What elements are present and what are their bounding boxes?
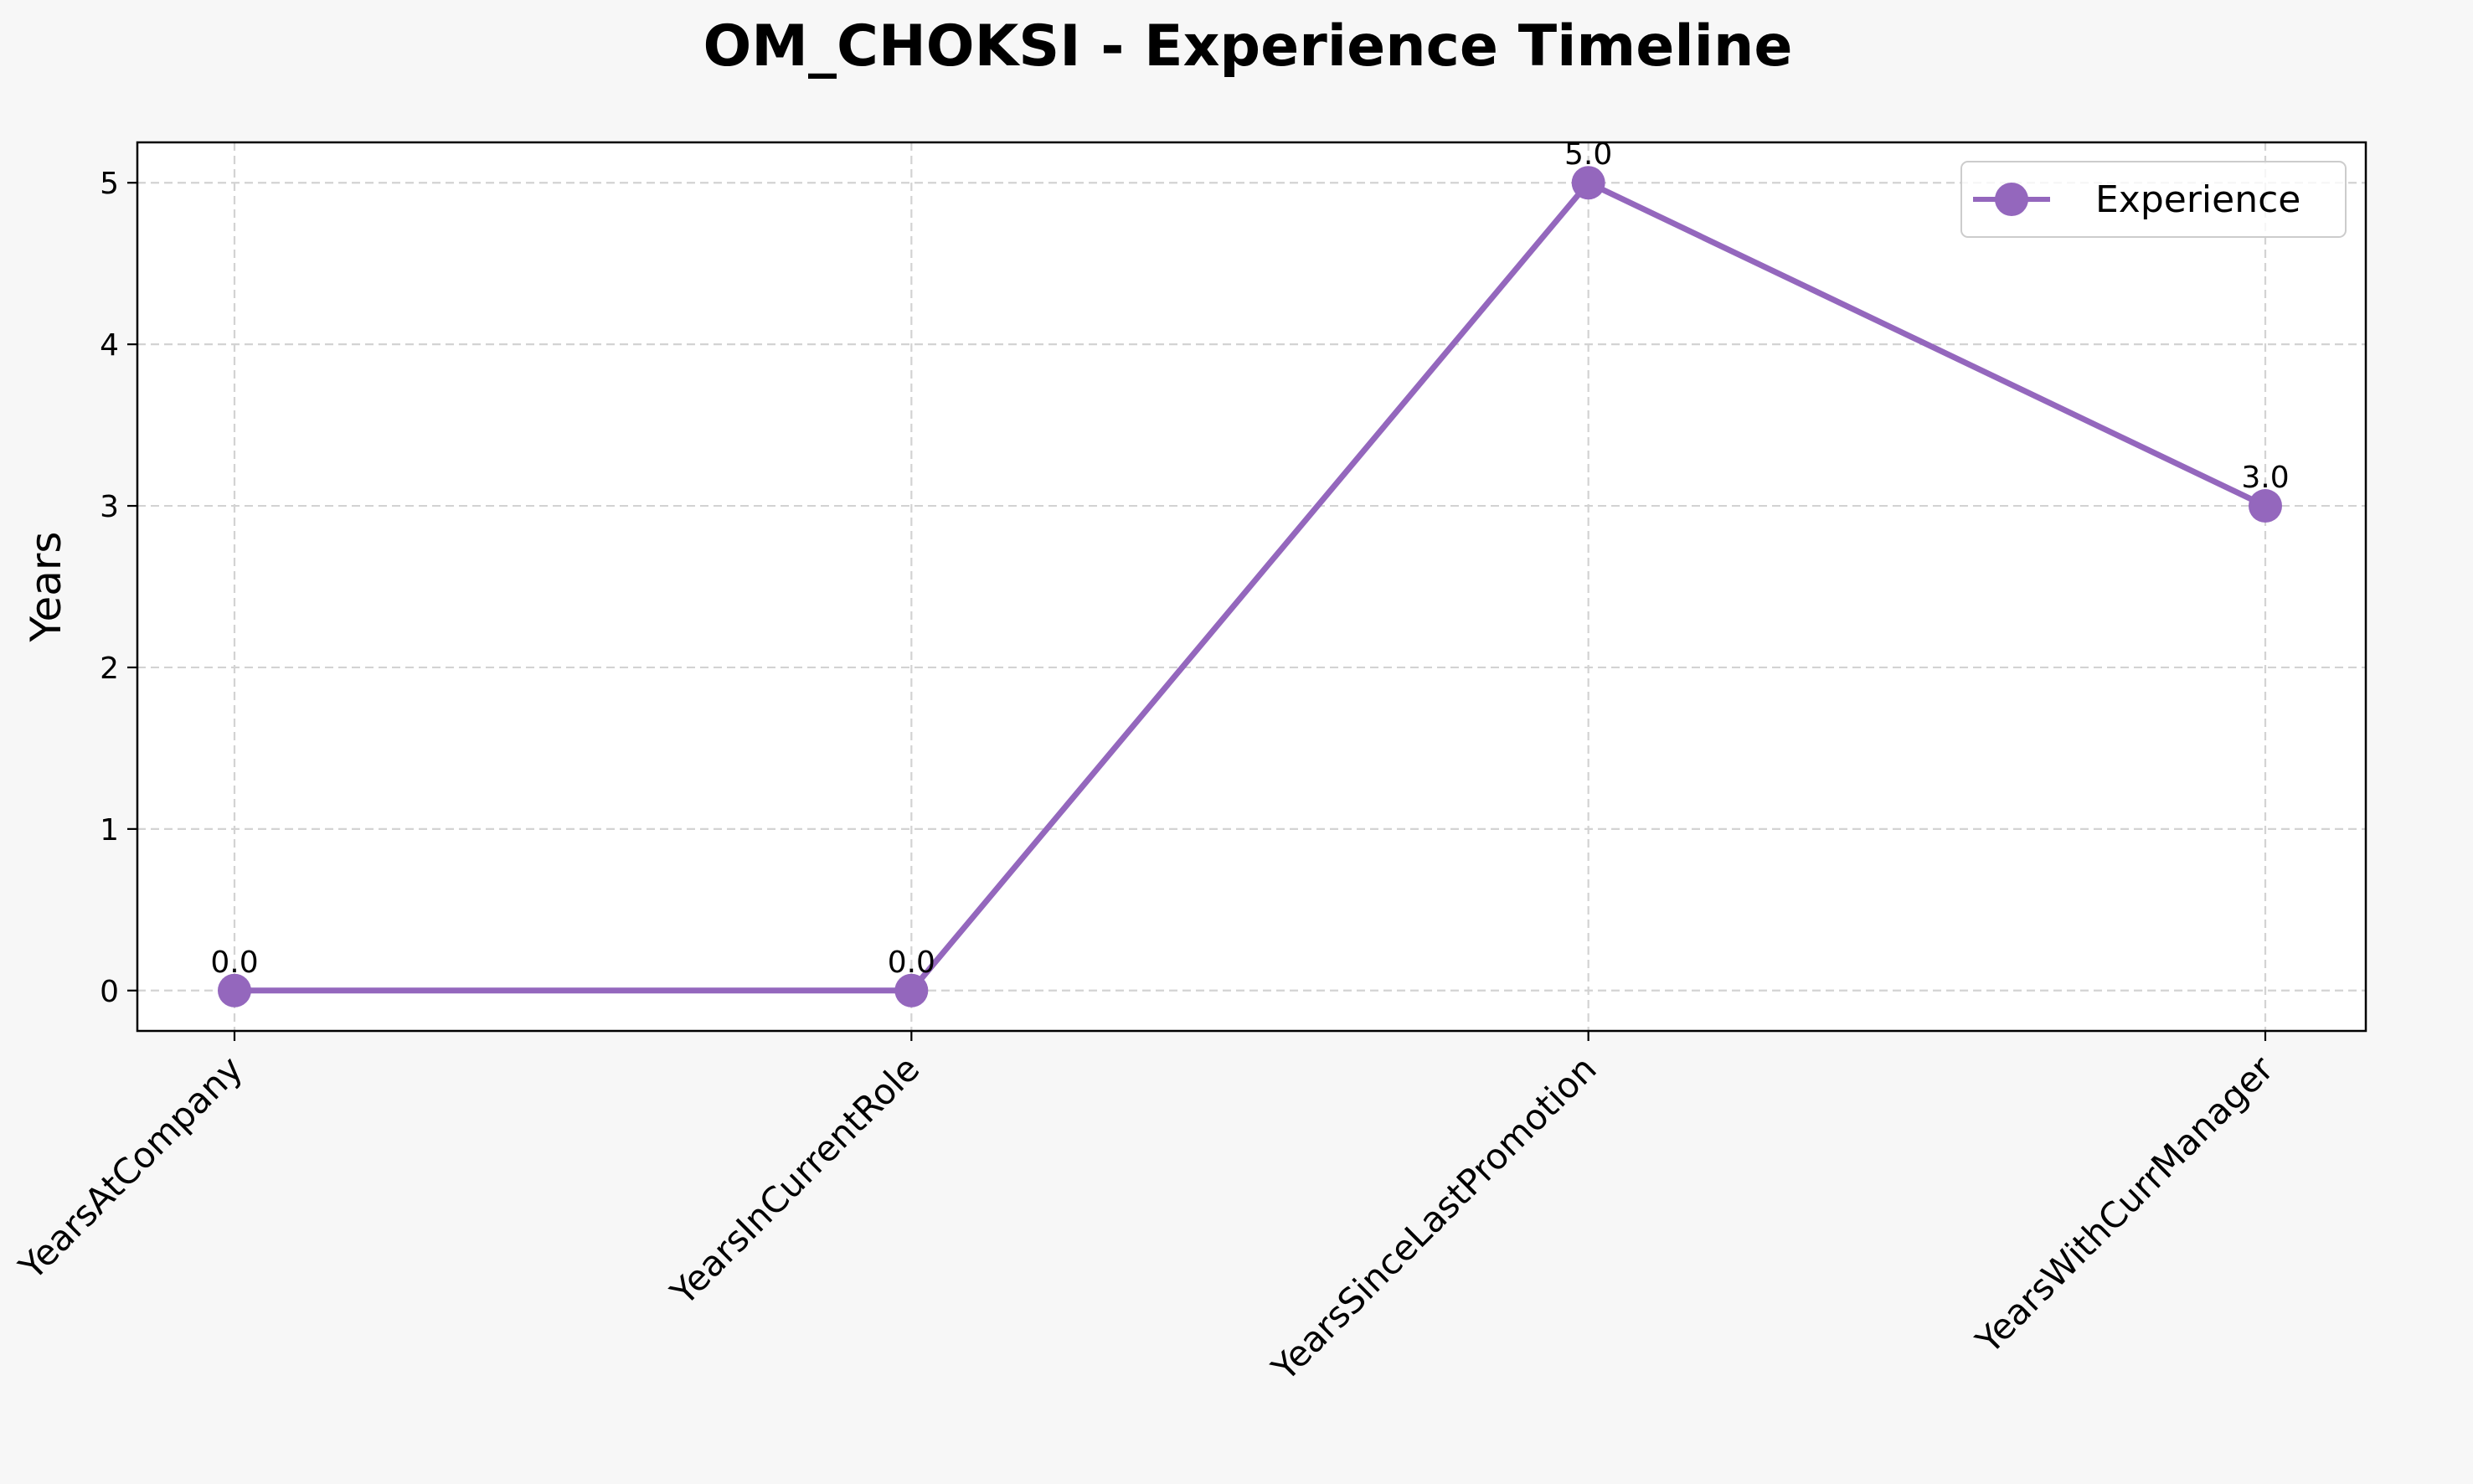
plot-frame: [136, 141, 2367, 1033]
data-point: [2249, 489, 2282, 523]
x-tick-label: YearsWithCurrManager: [1967, 1048, 2281, 1362]
data-point: [1571, 166, 1605, 200]
legend-label: Experience: [2095, 178, 2300, 221]
grid-lines: [137, 142, 2366, 1031]
series-layer: 0.0 0.05.03.0: [210, 137, 2290, 1007]
y-axis-label: Years: [22, 532, 70, 643]
data-label: 0.0: [888, 946, 935, 980]
chart-title: OM_CHOKSI - Experience Timeline: [703, 13, 1792, 80]
x-tick-label: YearsSinceLastPromotion: [1264, 1048, 1605, 1389]
legend: Experience: [1960, 161, 2347, 238]
y-tick-label: 4: [100, 328, 119, 363]
data-label: 0.0: [210, 946, 258, 980]
series-line-experience: [234, 178, 2267, 994]
x-tick-label: YearsInCurrentRole: [662, 1048, 928, 1313]
y-tick-label: 2: [100, 652, 119, 686]
y-tick-label: 3: [100, 490, 119, 524]
data-label: 3.0: [2241, 461, 2289, 495]
y-tick-label: 1: [100, 813, 119, 848]
y-tick-label: 5: [100, 167, 119, 201]
y-tick-label: 0: [100, 975, 119, 1009]
data-point: [894, 973, 929, 1007]
legend-swatch-marker: [1995, 183, 2028, 216]
legend-box: [1960, 161, 2347, 238]
data-point: [218, 973, 251, 1007]
x-tick-label: YearsAtCompany: [11, 1048, 250, 1287]
